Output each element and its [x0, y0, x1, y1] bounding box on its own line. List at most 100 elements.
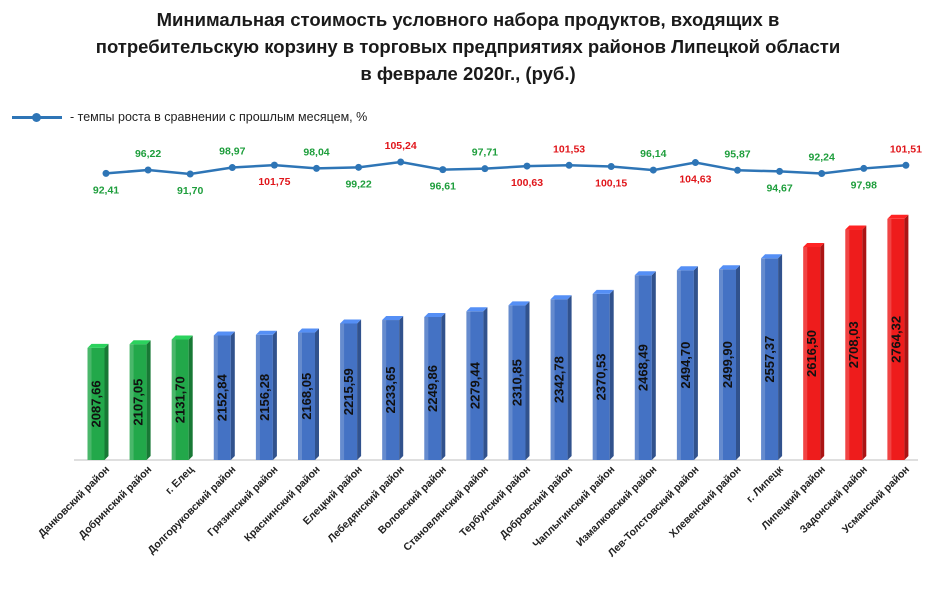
bar-value-label: 2249,86 — [425, 365, 440, 412]
growth-rate-label: 97,71 — [472, 147, 498, 159]
bar-front — [550, 299, 568, 460]
bar-highlight — [129, 344, 134, 460]
bar-top — [298, 328, 319, 333]
bar-side — [146, 340, 151, 460]
growth-rate-label: 94,67 — [766, 182, 792, 194]
category-label: Данковский район — [36, 464, 112, 540]
bar-value-label: 2468,49 — [636, 344, 651, 391]
growth-rate-label: 101,75 — [258, 176, 290, 188]
bar-front — [382, 320, 400, 460]
growth-rate-point — [355, 163, 363, 171]
legend-text: - темпы роста в сравнении с прошлым меся… — [70, 110, 368, 124]
growth-rate-label: 96,61 — [430, 181, 456, 193]
bar-value-label: 2233,65 — [383, 367, 398, 414]
growth-rate-label: 101,53 — [553, 143, 585, 155]
bar-side — [693, 266, 698, 460]
bar-side — [651, 271, 656, 460]
category-label: г. Липецк — [744, 463, 786, 505]
growth-rate-point — [607, 163, 615, 171]
growth-rate-point — [649, 166, 657, 174]
bar-side — [483, 307, 488, 460]
bar-front — [340, 323, 358, 460]
bar-top — [845, 225, 867, 230]
bar-value-label: 2557,37 — [762, 336, 777, 383]
growth-rate-point — [860, 164, 868, 172]
bar-value-label: 2156,28 — [257, 374, 272, 421]
bar-side — [736, 265, 740, 460]
growth-rate-point — [818, 170, 826, 178]
bar-top — [340, 319, 362, 324]
bar-front — [634, 275, 652, 460]
category-label: г. Елец — [163, 463, 197, 497]
legend: - темпы роста в сравнении с прошлым меся… — [12, 108, 367, 126]
bar-value-label: 2215,59 — [341, 368, 356, 415]
growth-rate-label: 92,41 — [93, 184, 119, 196]
bar-highlight — [761, 258, 766, 460]
bar-highlight — [887, 218, 892, 460]
growth-rate-point — [228, 164, 236, 172]
bar-front — [213, 335, 231, 460]
category-label: Добровский район — [497, 464, 575, 542]
growth-rate-label: 98,97 — [219, 146, 245, 158]
bar-front — [298, 332, 315, 460]
bar-top — [761, 254, 783, 259]
bar-front — [803, 247, 821, 460]
category-label: Становлянский район — [401, 464, 491, 554]
bar-value-label: 2310,85 — [509, 359, 524, 406]
bar-value-label: 2107,05 — [131, 379, 146, 426]
growth-rate-label: 91,70 — [177, 185, 203, 197]
category-label: Тербунский район — [457, 464, 533, 540]
bar-top — [887, 214, 909, 219]
growth-rate-label: 99,22 — [345, 178, 371, 190]
bar-highlight — [803, 247, 808, 460]
bar-highlight — [171, 339, 176, 460]
bar-top — [255, 330, 277, 335]
bar-highlight — [550, 299, 555, 460]
bar-side — [272, 330, 277, 460]
bar-top — [382, 316, 404, 321]
bar-value-label: 2087,66 — [88, 380, 103, 427]
bar-top — [87, 343, 109, 348]
bar-value-label: 2494,70 — [678, 342, 693, 389]
bar-highlight — [845, 229, 850, 460]
bar-side — [567, 295, 572, 460]
growth-rate-point — [523, 162, 531, 170]
growth-rate-label: 97,98 — [851, 179, 877, 191]
bar-value-label: 2616,50 — [804, 330, 819, 377]
bar-top — [803, 243, 825, 248]
growth-rate-point — [144, 166, 152, 174]
bar-front — [171, 339, 189, 460]
growth-rate-point — [776, 167, 784, 175]
growth-rate-point — [102, 169, 110, 177]
bar-front — [466, 311, 484, 460]
growth-rate-label: 100,63 — [511, 177, 543, 189]
bar-value-label: 2279,44 — [467, 361, 482, 409]
growth-rate-point — [481, 165, 489, 173]
bar-value-label: 2168,05 — [299, 373, 314, 420]
bar-top — [213, 331, 235, 336]
category-label: Хлевенский район — [667, 464, 744, 541]
bar-value-label: 2708,03 — [846, 321, 861, 368]
bar-highlight — [382, 320, 387, 460]
bar-front — [255, 334, 273, 460]
bar-side — [525, 301, 530, 460]
bar-top — [550, 295, 572, 300]
growth-rate-point — [397, 158, 405, 166]
bar-front — [719, 269, 736, 460]
bar-side — [104, 343, 109, 460]
bar-top — [508, 301, 530, 306]
bar-front — [761, 258, 779, 460]
bar-front — [508, 305, 526, 460]
bar-side — [778, 254, 783, 460]
bar-highlight — [255, 334, 260, 460]
bar-top — [129, 340, 151, 345]
growth-rate-point — [565, 161, 573, 169]
growth-rate-point — [902, 161, 910, 169]
title-line-1: Минимальная стоимость условного набора п… — [156, 9, 780, 30]
bar-highlight — [87, 347, 92, 460]
title-line-3: в феврале 2020г., (руб.) — [360, 63, 576, 84]
bar-highlight — [719, 269, 723, 460]
bar-highlight — [676, 270, 681, 460]
growth-rate-point — [734, 166, 741, 174]
